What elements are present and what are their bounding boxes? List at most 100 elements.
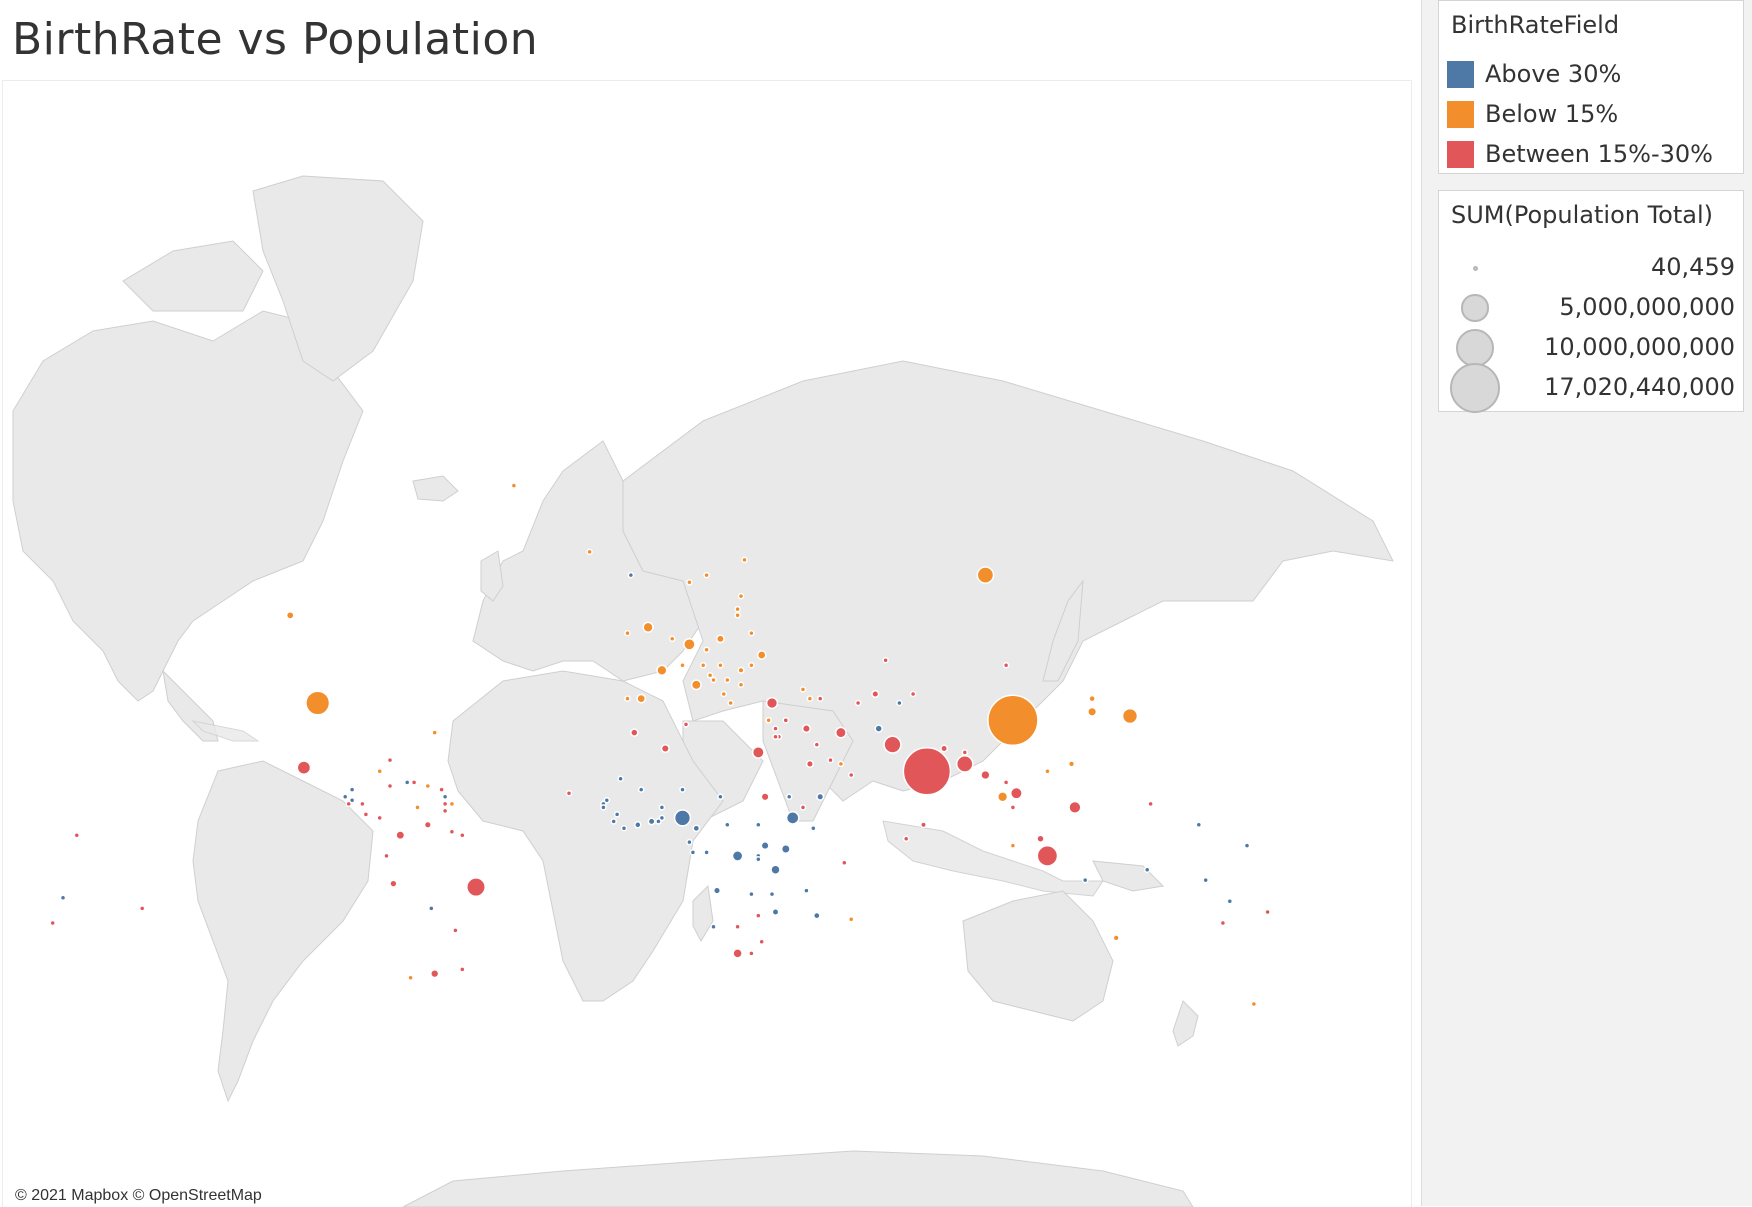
country-bubble[interactable] (410, 779, 418, 786)
country-bubble[interactable] (620, 825, 628, 832)
country-bubble[interactable] (810, 825, 817, 832)
country-bubble[interactable] (961, 749, 969, 756)
country-bubble[interactable] (940, 744, 949, 753)
country-bubble[interactable] (874, 724, 883, 733)
country-bubble[interactable] (841, 859, 848, 867)
country-bubble[interactable] (741, 556, 748, 564)
country-bubble[interactable] (801, 724, 811, 734)
country-bubble[interactable] (996, 791, 1009, 803)
country-bubble[interactable] (49, 919, 56, 927)
country-bubble[interactable] (806, 695, 814, 702)
country-bubble[interactable] (834, 726, 847, 739)
country-bubble[interactable] (459, 831, 466, 839)
country-bubble[interactable] (407, 974, 414, 981)
country-bubble[interactable] (734, 605, 741, 613)
country-bubble[interactable] (690, 679, 702, 691)
country-bubble[interactable] (624, 695, 631, 702)
country-bubble[interactable] (717, 793, 724, 801)
country-bubble[interactable] (748, 950, 755, 957)
country-bubble[interactable] (724, 821, 731, 829)
country-bubble[interactable] (634, 821, 642, 829)
country-bubble[interactable] (712, 886, 722, 895)
country-bubble[interactable] (902, 747, 952, 796)
country-bubble[interactable] (785, 793, 793, 801)
country-bubble[interactable] (737, 666, 745, 674)
country-bubble[interactable] (1087, 706, 1098, 717)
country-bubble[interactable] (706, 671, 714, 679)
country-bubble[interactable] (758, 938, 765, 945)
country-bubble[interactable] (955, 755, 974, 773)
country-bubble[interactable] (734, 612, 741, 619)
country-bubble[interactable] (710, 676, 717, 684)
country-bubble[interactable] (431, 729, 438, 736)
country-bubble[interactable] (395, 830, 406, 841)
country-bubble[interactable] (341, 793, 349, 801)
country-bubble[interactable] (703, 849, 710, 856)
country-bubble[interactable] (847, 916, 855, 923)
country-bubble[interactable] (362, 811, 370, 818)
country-bubble[interactable] (920, 821, 927, 829)
country-bubble[interactable] (780, 844, 791, 854)
country-bubble[interactable] (1264, 908, 1271, 916)
country-bubble[interactable] (837, 760, 845, 768)
country-bubble[interactable] (686, 838, 693, 846)
country-bubble[interactable] (376, 768, 383, 775)
country-bubble[interactable] (1195, 821, 1203, 829)
country-bubble[interactable] (617, 775, 624, 782)
country-bubble[interactable] (1243, 842, 1251, 849)
country-bubble[interactable] (727, 699, 734, 707)
country-bubble[interactable] (414, 804, 421, 811)
country-bubble[interactable] (565, 789, 573, 797)
country-bubble[interactable] (624, 629, 631, 637)
country-bubble[interactable] (1226, 897, 1234, 905)
country-bubble[interactable] (854, 699, 862, 707)
country-bubble[interactable] (386, 782, 394, 790)
country-bubble[interactable] (610, 818, 617, 825)
country-bubble[interactable] (902, 835, 910, 842)
country-bubble[interactable] (816, 695, 824, 702)
legend-item-between-15-30[interactable]: Between 15%-30% (1447, 139, 1713, 169)
country-bubble[interactable] (737, 681, 745, 689)
country-bubble[interactable] (732, 948, 743, 959)
country-bubble[interactable] (805, 759, 814, 768)
country-bubble[interactable] (812, 911, 821, 920)
country-bubble[interactable] (386, 756, 394, 764)
country-bubble[interactable] (1202, 876, 1209, 884)
country-bubble[interactable] (816, 792, 825, 801)
country-bubble[interactable] (799, 804, 807, 811)
country-bubble[interactable] (760, 841, 770, 851)
map-credit[interactable]: © 2021 Mapbox © OpenStreetMap (15, 1187, 262, 1204)
country-bubble[interactable] (1143, 866, 1151, 873)
country-bubble[interactable] (703, 571, 710, 579)
country-bubble[interactable] (510, 482, 518, 489)
country-bubble[interactable] (1250, 1000, 1258, 1008)
country-bubble[interactable] (799, 686, 807, 693)
country-bubble[interactable] (376, 814, 383, 822)
country-bubble[interactable] (613, 811, 621, 818)
country-bubble[interactable] (73, 831, 81, 839)
country-bubble[interactable] (748, 629, 755, 637)
country-bubble[interactable] (847, 771, 855, 779)
country-bubble[interactable] (348, 786, 356, 793)
country-bubble[interactable] (737, 592, 745, 600)
country-bubble[interactable] (987, 694, 1039, 747)
country-bubble[interactable] (1067, 760, 1076, 768)
country-bubble[interactable] (430, 968, 440, 979)
country-bubble[interactable] (882, 656, 889, 664)
country-bubble[interactable] (403, 779, 411, 786)
country-bubble[interactable] (683, 637, 696, 651)
country-bubble[interactable] (285, 610, 295, 620)
country-bubble[interactable] (803, 887, 810, 894)
country-bubble[interactable] (748, 890, 755, 898)
country-bubble[interactable] (896, 699, 903, 707)
country-bubble[interactable] (1009, 804, 1017, 811)
country-bubble[interactable] (637, 786, 645, 793)
country-bubble[interactable] (647, 817, 656, 826)
country-bubble[interactable] (772, 725, 779, 732)
country-bubble[interactable] (424, 782, 432, 790)
country-bubble[interactable] (692, 824, 701, 833)
country-bubble[interactable] (751, 745, 765, 759)
country-bubble[interactable] (827, 756, 834, 764)
country-bubble[interactable] (459, 966, 466, 973)
country-bubble[interactable] (586, 548, 593, 556)
